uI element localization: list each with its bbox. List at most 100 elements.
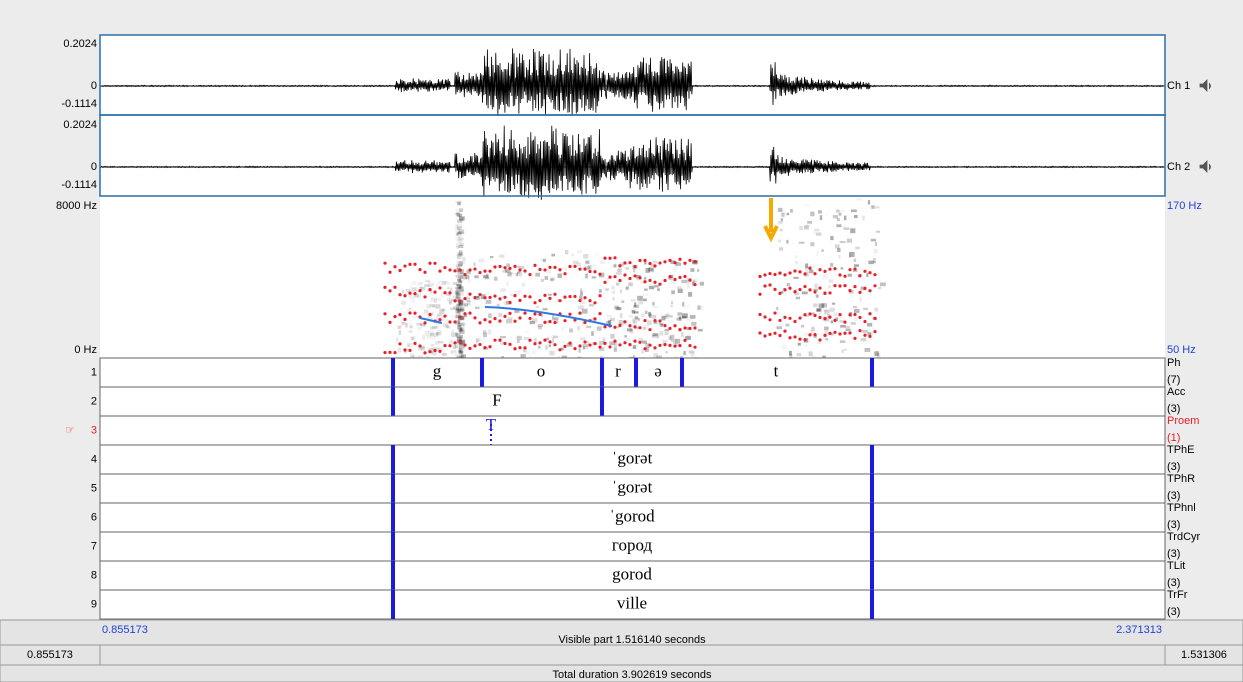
- formant-dot: [383, 261, 387, 265]
- tier[interactable]: [99, 415, 1166, 446]
- formant-dot: [478, 342, 482, 347]
- tier[interactable]: [99, 560, 1166, 591]
- spectrogram-cell: [632, 319, 636, 325]
- formant-dot: [843, 320, 847, 324]
- spectrogram-cell: [435, 304, 441, 309]
- spectrogram-cell: [585, 260, 590, 264]
- formant-dot: [658, 261, 662, 265]
- spectrogram-cell: [804, 225, 809, 230]
- spectrogram-cell: [401, 300, 406, 305]
- spectrogram-cell: [848, 254, 852, 259]
- formant-dot: [603, 341, 607, 345]
- channel-name: Ch 1: [1167, 80, 1190, 92]
- spectrogram-cell: [422, 338, 426, 340]
- formant-dot: [618, 343, 622, 347]
- tier-count: (3): [1167, 461, 1180, 473]
- formant-dot: [688, 344, 692, 348]
- tier-number: 3: [91, 424, 97, 436]
- spectrogram-cell: [835, 317, 839, 322]
- formant-dot: [848, 331, 852, 335]
- spectrogram-cell: [617, 268, 622, 273]
- spectrogram-cell: [455, 275, 460, 278]
- tier-number: 8: [91, 569, 97, 581]
- spectrogram-cell: [869, 332, 873, 335]
- spectrogram-cell: [781, 344, 787, 350]
- spectrogram-cell: [444, 281, 451, 285]
- tier[interactable]: [99, 386, 1166, 417]
- spectrogram-cell: [786, 283, 790, 287]
- formant-dot: [418, 268, 422, 272]
- spectrogram-cell: [457, 269, 463, 275]
- spectrogram-cell: [457, 268, 460, 273]
- tier[interactable]: [99, 357, 1166, 388]
- formant-dot: [593, 317, 597, 321]
- spectrogram-cell: [431, 352, 437, 356]
- spectrogram-cell: [814, 283, 818, 289]
- formant-dot: [523, 346, 527, 350]
- formant-dot: [588, 299, 592, 303]
- formant-dot: [773, 287, 777, 291]
- tier[interactable]: [99, 502, 1166, 533]
- formant-dot: [758, 312, 762, 317]
- formant-dot: [448, 291, 452, 295]
- formant-dot: [673, 344, 677, 348]
- spectrogram-cell: [420, 346, 426, 351]
- formant-dot: [518, 298, 522, 302]
- spectrogram-cell: [628, 282, 633, 287]
- formant-dot: [548, 340, 552, 344]
- formant-dot: [668, 343, 672, 347]
- spectrogram-cell: [635, 277, 640, 281]
- spectrogram-cell: [465, 322, 467, 325]
- spectrogram-cell: [489, 255, 494, 259]
- spectrogram-cell: [614, 305, 619, 309]
- spectrogram-cell: [830, 262, 834, 267]
- spectrogram-cell: [403, 322, 407, 326]
- formant-dot: [838, 273, 842, 277]
- spectrogram-cell: [853, 264, 859, 267]
- spectrogram-cell: [637, 295, 643, 301]
- total-bar[interactable]: [0, 664, 1243, 682]
- tier[interactable]: [99, 531, 1166, 562]
- formant-dot: [388, 320, 392, 324]
- spectrogram-cell: [405, 289, 411, 293]
- spectrogram-cell: [436, 329, 443, 333]
- formant-dot: [788, 271, 792, 275]
- spectrogram-cell: [612, 296, 615, 301]
- spectrogram-cell: [599, 289, 602, 293]
- spectrogram-cell: [632, 318, 638, 323]
- spectrogram-cell: [475, 338, 481, 342]
- spectrogram-cell: [661, 315, 666, 321]
- spectrogram-cell: [456, 304, 460, 307]
- tier-count: (3): [1167, 519, 1180, 531]
- spectrogram-cell: [847, 273, 852, 277]
- spectrogram-cell: [455, 314, 461, 319]
- formant-dot: [608, 256, 612, 260]
- spectrogram-cell: [523, 336, 530, 341]
- formant-dot: [853, 285, 857, 289]
- spectrogram-cell: [447, 342, 454, 346]
- spectrogram-cell: [448, 298, 455, 302]
- spectrogram-cell: [482, 329, 487, 334]
- spectrogram-cell: [456, 285, 460, 290]
- tier[interactable]: [99, 589, 1166, 620]
- middle-box[interactable]: [99, 644, 1166, 666]
- spectrogram-cell: [409, 284, 412, 288]
- formant-dot: [873, 284, 877, 288]
- speaker-icon[interactable]: [1199, 160, 1211, 173]
- tier[interactable]: [99, 444, 1166, 475]
- spectrogram-cell: [854, 317, 857, 321]
- spectrogram-cell: [416, 322, 423, 326]
- spectrogram-cell: [544, 276, 549, 280]
- spectrogram-cell: [824, 331, 829, 336]
- amplitude-max: 0.2024: [63, 38, 97, 50]
- spectrogram-cell: [856, 198, 863, 201]
- spectrogram-cell: [459, 218, 464, 221]
- spectrogram-cell: [799, 226, 803, 231]
- speaker-icon[interactable]: [1199, 79, 1211, 92]
- spectrogram-cell: [422, 334, 425, 340]
- formant-dot: [823, 317, 827, 321]
- spectrogram-cell: [448, 301, 452, 305]
- spectrogram-cell: [410, 336, 414, 341]
- tier-name: TPhR: [1167, 473, 1195, 485]
- tier[interactable]: [99, 473, 1166, 504]
